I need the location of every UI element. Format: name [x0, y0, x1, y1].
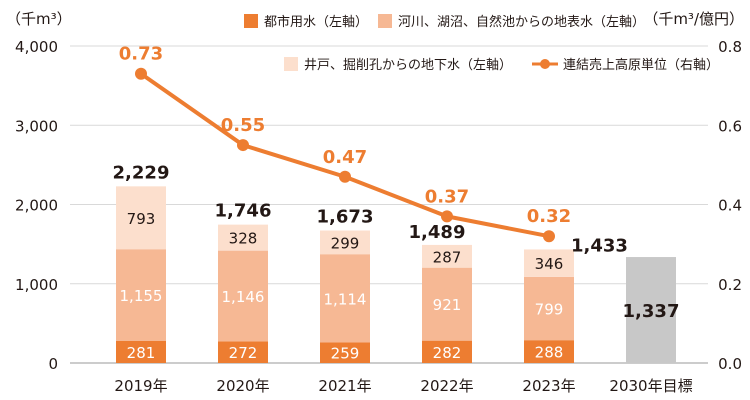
right-axis-ticks: 0.0 0.2 0.4 0.6 0.8: [718, 38, 742, 373]
right-axis-unit: （千m³/億円）: [643, 10, 744, 28]
grid-lines: [70, 45, 708, 364]
intensity-label: 0.55: [221, 115, 265, 136]
legend-label-groundwater: 井戸、掘削孔からの地下水（左軸）: [304, 58, 512, 73]
bar-segment: [524, 276, 574, 341]
segment-label: 1,114: [324, 290, 367, 308]
legend-label-city-water: 都市用水（左軸）: [264, 14, 368, 30]
intensity-label: 0.32: [527, 206, 571, 227]
left-tick-label: 4,000: [15, 38, 58, 56]
segment-label: 299: [331, 234, 360, 252]
x-tick-label: 2019年: [114, 377, 167, 395]
bar-segment: [320, 230, 370, 255]
total-label: 1,433: [571, 235, 628, 256]
segment-label: 288: [535, 344, 564, 362]
legend-swatch-groundwater: [284, 57, 298, 71]
intensity-point: [135, 67, 147, 80]
bar-segment: [422, 267, 472, 341]
segment-label: 799: [535, 301, 564, 319]
intensity-point: [237, 139, 249, 152]
segment-labels: 281 1,155 793 272 1,146 328 259 1,114 299 282 921 2…: [120, 210, 564, 363]
bar-segment: [422, 244, 472, 268]
intensity-point: [543, 230, 555, 243]
segment-label: 259: [331, 345, 360, 363]
right-tick-label: 0.6: [718, 117, 742, 135]
segment-label: 921: [433, 296, 462, 314]
legend-marker-intensity: [540, 59, 550, 69]
total-label: 1,489: [409, 222, 466, 243]
legend-label-surface-water: 河川、湖沼、自然池からの地表水（左軸）: [398, 14, 645, 30]
bar-segment: [218, 250, 268, 342]
left-tick-label: 1,000: [15, 276, 58, 294]
segment-label: 1,146: [222, 288, 265, 306]
left-axis-unit: （千m³）: [6, 10, 72, 28]
segment-label: 346: [535, 255, 564, 273]
bar-segment: [116, 249, 166, 341]
segment-label: 287: [433, 248, 462, 266]
intensity-point: [441, 210, 453, 223]
right-tick-label: 0.4: [718, 197, 742, 215]
total-label: 1,337: [623, 301, 680, 322]
left-axis-ticks: 0 1,000 2,000 3,000 4,000: [15, 38, 58, 373]
intensity-label: 0.47: [323, 147, 367, 168]
x-tick-label: 2023年: [522, 377, 575, 395]
bar-segment: [320, 254, 370, 343]
x-tick-label: 2021年: [318, 377, 371, 395]
intensity-line: 0.73 0.55 0.47 0.37 0.32: [119, 44, 571, 243]
x-tick-label: 2030年目標: [609, 377, 692, 395]
right-tick-label: 0.2: [718, 276, 742, 294]
legend: 都市用水（左軸） 河川、湖沼、自然池からの地表水（左軸） 井戸、掘削孔からの地下…: [244, 14, 719, 73]
right-tick-label: 0.0: [718, 355, 742, 373]
total-label: 2,229: [113, 162, 170, 183]
segment-label: 281: [127, 344, 156, 362]
left-tick-label: 2,000: [15, 197, 58, 215]
intensity-label: 0.73: [119, 44, 163, 65]
segment-label: 328: [229, 230, 258, 248]
total-label: 1,673: [317, 206, 374, 227]
bar-segment: [218, 341, 268, 363]
x-axis-ticks: 2019年 2020年 2021年 2022年 2023年 2030年目標: [114, 377, 692, 395]
x-tick-label: 2020年: [216, 377, 269, 395]
bar-segment: [116, 340, 166, 363]
x-tick-label: 2022年: [420, 377, 473, 395]
stacked-bars: [116, 186, 676, 363]
total-labels: 2,229 1,746 1,673 1,489 1,433 1,337: [113, 162, 680, 322]
segment-label: 282: [433, 344, 462, 362]
left-tick-label: 0: [48, 355, 58, 373]
legend-swatch-surface-water: [378, 14, 392, 28]
intensity-point: [339, 170, 351, 183]
segment-label: 793: [127, 210, 156, 228]
bar-segment: [218, 224, 268, 251]
right-tick-label: 0.8: [718, 38, 742, 56]
bar-segment: [524, 249, 574, 277]
bar-segment: [116, 186, 166, 250]
segment-label: 272: [229, 344, 258, 362]
bar-segment: [524, 340, 574, 363]
bar-segment: [422, 340, 472, 363]
bar-segment: [320, 342, 370, 363]
legend-label-intensity: 連結売上高原単位（右軸）: [563, 57, 719, 73]
bar-segment: [626, 257, 676, 363]
legend-swatch-city-water: [244, 14, 258, 28]
segment-label: 1,155: [120, 287, 163, 305]
left-tick-label: 3,000: [15, 117, 58, 135]
total-label: 1,746: [215, 201, 272, 222]
intensity-label: 0.37: [425, 186, 469, 207]
